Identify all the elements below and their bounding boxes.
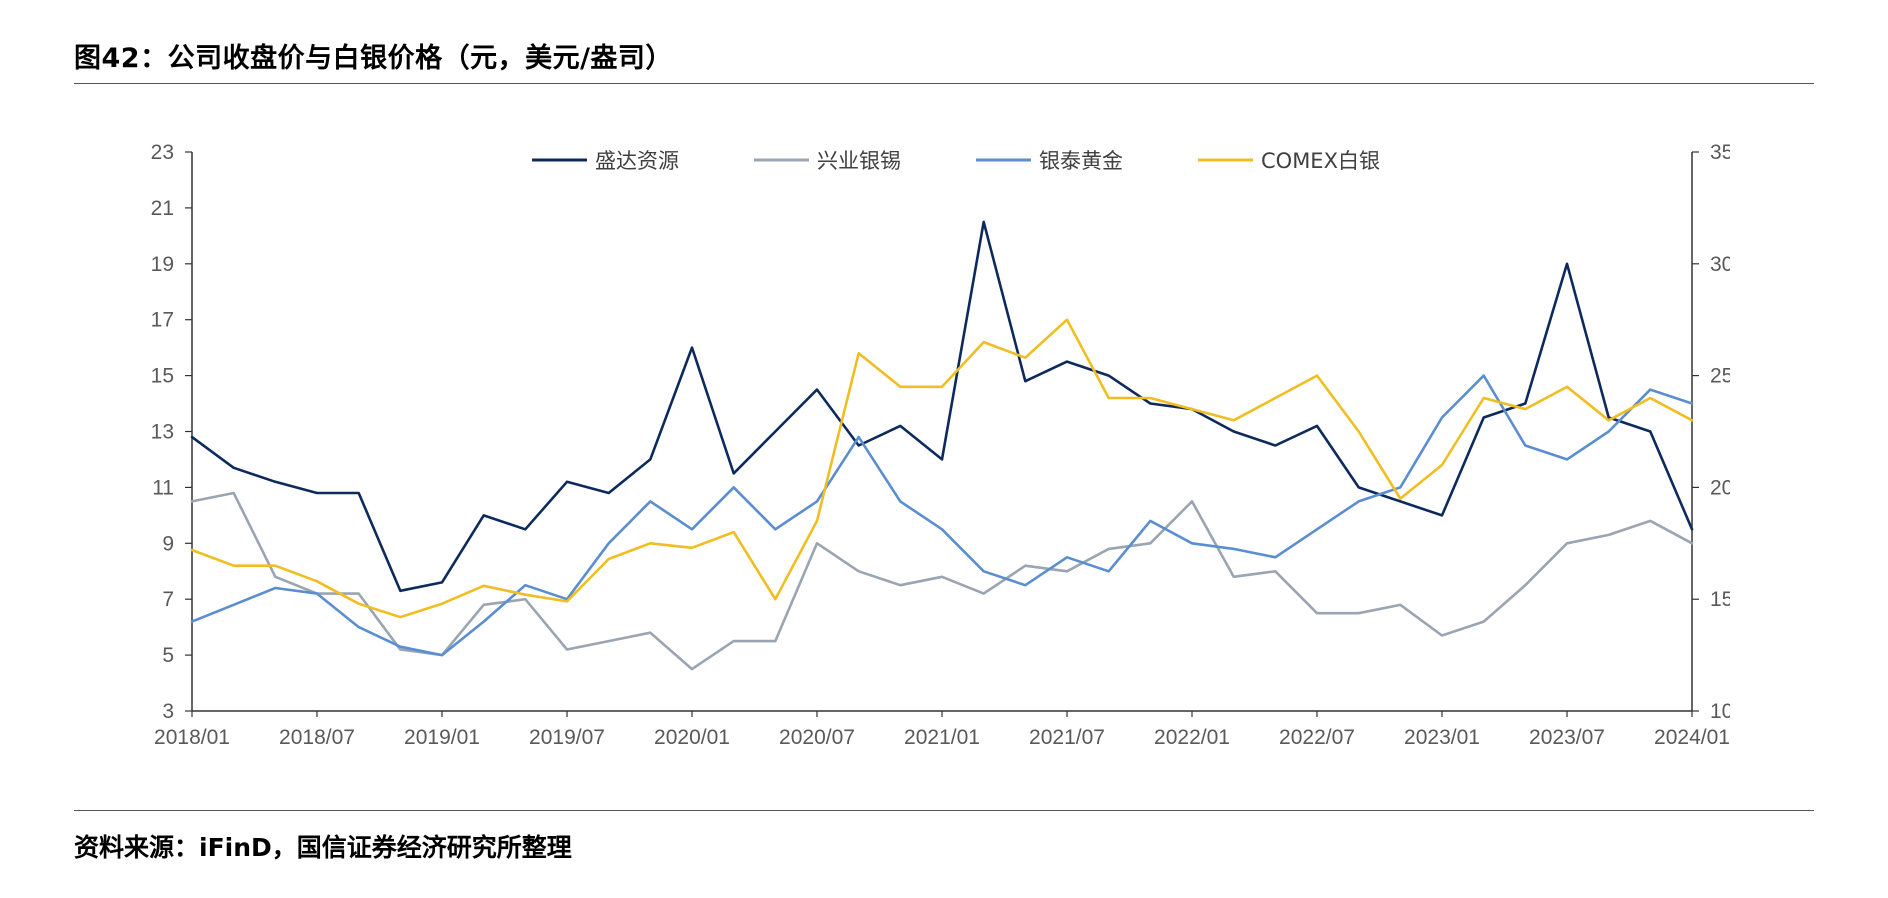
y-left-tick-label: 21 <box>151 197 174 220</box>
x-tick-label: 2024/01 <box>1654 726 1730 749</box>
y-left-tick-label: 17 <box>151 309 174 332</box>
y-right-tick-label: 15 <box>1710 588 1730 611</box>
series-line <box>190 318 1694 619</box>
y-left-tick-label: 5 <box>162 644 174 667</box>
x-tick-label: 2018/07 <box>279 726 355 749</box>
y-right-tick-label: 10 <box>1710 700 1730 723</box>
y-left-tick-label: 7 <box>162 588 174 611</box>
y-left-tick-label: 3 <box>162 700 174 723</box>
footer-divider <box>74 810 1814 811</box>
y-left-tick-label: 15 <box>151 365 174 388</box>
x-tick-label: 2021/01 <box>904 726 980 749</box>
legend-label: 盛达资源 <box>595 149 679 173</box>
y-right-tick-label: 25 <box>1710 365 1730 388</box>
chart-series <box>190 220 1694 671</box>
source-note: 资料来源：iFinD，国信证券经济研究所整理 <box>74 833 572 862</box>
x-tick-label: 2020/07 <box>779 726 855 749</box>
x-tick-label: 2019/07 <box>529 726 605 749</box>
x-tick-label: 2023/07 <box>1529 726 1605 749</box>
series-line <box>190 374 1694 657</box>
y-left-tick-label: 19 <box>151 253 174 276</box>
y-right-tick-label: 35 <box>1710 141 1730 164</box>
y-right-tick-label: 20 <box>1710 476 1730 499</box>
x-tick-label: 2022/01 <box>1154 726 1230 749</box>
x-tick-label: 2021/07 <box>1029 726 1105 749</box>
x-tick-label: 2022/07 <box>1279 726 1355 749</box>
legend-label: 兴业银锡 <box>817 149 901 173</box>
series-line <box>190 220 1694 593</box>
series-line <box>190 491 1694 671</box>
y-left-tick-label: 9 <box>162 532 174 555</box>
y-right-tick-label: 30 <box>1710 253 1730 276</box>
y-left-tick-label: 11 <box>152 476 174 499</box>
y-left-tick-label: 23 <box>151 141 174 164</box>
x-tick-label: 2023/01 <box>1404 726 1480 749</box>
x-tick-label: 2020/01 <box>654 726 730 749</box>
title-divider <box>74 83 1814 84</box>
chart-title: 图42：公司收盘价与白银价格（元，美元/盎司） <box>74 43 673 74</box>
legend-label: COMEX白银 <box>1261 149 1380 173</box>
chart-legend: 盛达资源 兴业银锡 银泰黄金 COMEX白银 <box>532 149 1380 173</box>
legend-label: 银泰黄金 <box>1039 149 1123 173</box>
y-left-tick-label: 13 <box>151 421 174 444</box>
x-tick-label: 2018/01 <box>154 726 230 749</box>
x-tick-label: 2019/01 <box>404 726 480 749</box>
